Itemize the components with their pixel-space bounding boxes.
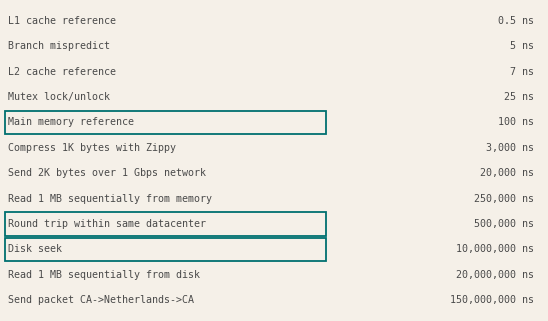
Text: Mutex lock/unlock: Mutex lock/unlock bbox=[8, 92, 110, 102]
Text: 25 ns: 25 ns bbox=[504, 92, 534, 102]
Text: Read 1 MB sequentially from disk: Read 1 MB sequentially from disk bbox=[8, 270, 200, 280]
Text: L1 cache reference: L1 cache reference bbox=[8, 16, 116, 26]
Text: Send 2K bytes over 1 Gbps network: Send 2K bytes over 1 Gbps network bbox=[8, 168, 206, 178]
Text: 10,000,000 ns: 10,000,000 ns bbox=[456, 245, 534, 255]
Text: 250,000 ns: 250,000 ns bbox=[475, 194, 534, 204]
Text: 150,000,000 ns: 150,000,000 ns bbox=[450, 295, 534, 305]
Text: Branch mispredict: Branch mispredict bbox=[8, 41, 110, 51]
Text: Compress 1K bytes with Zippy: Compress 1K bytes with Zippy bbox=[8, 143, 176, 153]
Text: Read 1 MB sequentially from memory: Read 1 MB sequentially from memory bbox=[8, 194, 212, 204]
Text: 100 ns: 100 ns bbox=[498, 117, 534, 127]
Text: 5 ns: 5 ns bbox=[510, 41, 534, 51]
Text: 3,000 ns: 3,000 ns bbox=[486, 143, 534, 153]
Text: 500,000 ns: 500,000 ns bbox=[475, 219, 534, 229]
Text: Round trip within same datacenter: Round trip within same datacenter bbox=[8, 219, 206, 229]
Text: Main memory reference: Main memory reference bbox=[8, 117, 134, 127]
Text: Disk seek: Disk seek bbox=[8, 245, 62, 255]
Text: 20,000 ns: 20,000 ns bbox=[480, 168, 534, 178]
Text: 20,000,000 ns: 20,000,000 ns bbox=[456, 270, 534, 280]
Text: L2 cache reference: L2 cache reference bbox=[8, 66, 116, 76]
Text: Send packet CA->Netherlands->CA: Send packet CA->Netherlands->CA bbox=[8, 295, 194, 305]
Text: 0.5 ns: 0.5 ns bbox=[498, 16, 534, 26]
Text: 7 ns: 7 ns bbox=[510, 66, 534, 76]
